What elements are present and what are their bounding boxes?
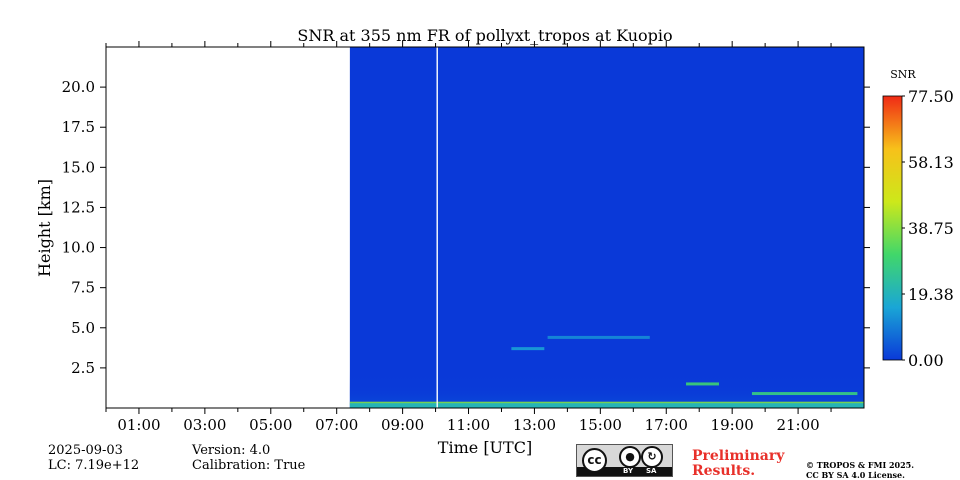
preliminary-line-1: Preliminary: [692, 448, 785, 464]
heatmap-background: [349, 47, 864, 408]
x-tick-label: 17:00: [645, 416, 688, 434]
copyright-line-1: © TROPOS & FMI 2025.: [806, 460, 915, 470]
y-tick-label: 10.0: [62, 239, 95, 257]
y-tick-label: 2.5: [71, 359, 95, 377]
footer-version: Version: 4.0: [192, 443, 271, 458]
x-tick-label: 07:00: [315, 416, 358, 434]
y-tick-label: 20.0: [62, 78, 95, 96]
heatmap-feature: [751, 392, 858, 396]
x-tick-label: 19:00: [711, 416, 754, 434]
surface-signal-band: [349, 403, 864, 408]
x-tick-label: 09:00: [381, 416, 424, 434]
x-tick-label: 01:00: [117, 416, 160, 434]
x-tick-label: 11:00: [447, 416, 490, 434]
colorbar-tick-label: 38.75: [908, 219, 954, 238]
copyright-line-2: CC BY SA 4.0 License.: [806, 470, 905, 480]
y-axis-label: Height [km]: [35, 179, 54, 277]
cc-icon: cc: [582, 448, 607, 473]
heatmap-feature: [686, 382, 719, 386]
y-axis: 2.5 5.0 7.5 10.0 12.5 15.0 17.5 20.0: [62, 78, 870, 377]
share-alike-icon: ↻: [641, 446, 663, 468]
license-badge-band: [577, 467, 672, 476]
colorbar-tick-label: 77.50: [908, 87, 954, 106]
attribution-icon: ●: [619, 446, 641, 468]
x-tick-label: 03:00: [183, 416, 226, 434]
x-axis-label: Time [UTC]: [438, 438, 532, 457]
sa-label: SA: [646, 467, 657, 475]
y-tick-label: 7.5: [71, 279, 95, 297]
footer-calibration: Calibration: True: [192, 458, 306, 473]
plot-area: [349, 47, 864, 408]
x-axis: 01:00 03:00 05:00 07:00 09:00 11:00 13:00 15:00…: [105, 41, 832, 434]
colorbar-label: SNR: [890, 68, 916, 81]
plot-frame: [105, 46, 865, 409]
colorbar-tick-label: 0.00: [908, 351, 944, 370]
cc-by-sa-license-badge: cc ● ↻ BY SA: [576, 444, 673, 477]
preliminary-line-2: Results.: [692, 463, 756, 479]
by-label: BY: [623, 467, 634, 475]
colorbar-tick-label: 19.38: [908, 285, 954, 304]
colorbar: SNR 0.00 19.38 38.75 58.13 77.50: [882, 68, 954, 370]
heatmap-feature: [547, 335, 650, 339]
y-tick-label: 5.0: [71, 319, 95, 337]
colorbar-gradient: [882, 95, 903, 361]
x-tick-label: 13:00: [513, 416, 556, 434]
y-tick-label: 15.0: [62, 158, 95, 176]
x-tick-label: 21:00: [776, 416, 819, 434]
x-tick-label: 15:00: [579, 416, 622, 434]
footer-date: 2025-09-03: [48, 443, 123, 458]
chart-title: SNR at 355 nm FR of pollyxt_tropos at Ku…: [297, 26, 672, 45]
footer-lc: LC: 7.19e+12: [48, 458, 140, 473]
x-tick-label: 05:00: [249, 416, 292, 434]
y-tick-label: 12.5: [62, 198, 95, 216]
heatmap-feature: [511, 347, 545, 351]
lower-signal-region: [349, 369, 864, 408]
colorbar-tick-label: 58.13: [908, 153, 954, 172]
y-tick-label: 17.5: [62, 118, 95, 136]
